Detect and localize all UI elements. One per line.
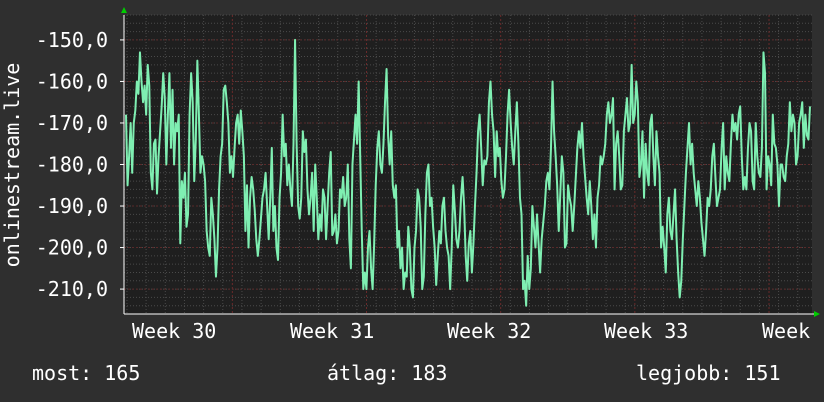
y-tick-label: -150,0 — [36, 28, 108, 52]
stat-best: legjobb: 151 — [636, 361, 781, 385]
grid — [124, 14, 812, 315]
chart: -150,0 -160,0 -170,0 -180,0 -190,0 -200,0 -210… — [0, 7, 820, 343]
x-axis-arrow-icon — [814, 311, 820, 317]
x-tick-label: Week 31 — [290, 319, 374, 343]
ticks: -150,0 -160,0 -170,0 -180,0 -190,0 -200,0 -210… — [36, 28, 810, 343]
y-tick-label: -160,0 — [36, 69, 108, 93]
legend-stats: most: 165 átlag: 183 legjobb: 151 — [0, 361, 824, 391]
stat-average: átlag: 183 — [327, 361, 448, 385]
y-tick-label: -190,0 — [36, 194, 108, 218]
x-tick-label: Week 32 — [447, 319, 531, 343]
y-axis-title: onlinestream.live — [0, 63, 24, 268]
x-tick-label: Week — [762, 319, 810, 343]
stat-current: most: 165 — [32, 361, 141, 385]
x-tick-label: Week 33 — [604, 319, 688, 343]
y-tick-label: -210,0 — [36, 277, 108, 301]
y-tick-label: -200,0 — [36, 236, 108, 260]
y-tick-label: -180,0 — [36, 153, 108, 177]
y-tick-label: -170,0 — [36, 111, 108, 135]
y-axis-arrow-icon — [121, 7, 127, 13]
x-tick-label: Week 30 — [132, 319, 216, 343]
series-line — [125, 38, 811, 307]
